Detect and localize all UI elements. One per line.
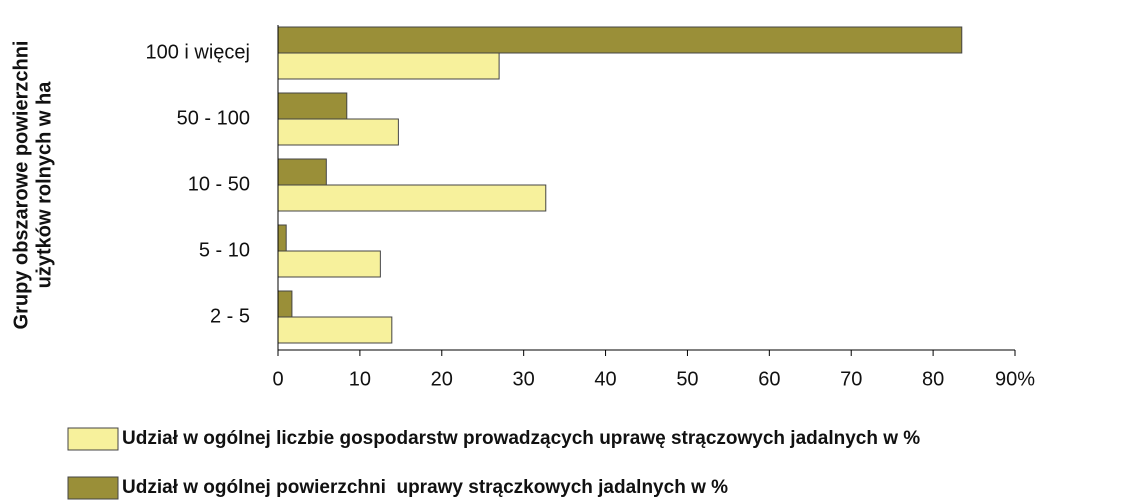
x-tick-label: 40 xyxy=(594,368,616,390)
x-tick-label: 90% xyxy=(995,368,1035,390)
y-tick-label: 50 - 100 xyxy=(177,107,250,129)
bar xyxy=(277,250,381,278)
y-tick-label: 10 - 50 xyxy=(188,173,250,195)
bar xyxy=(277,52,500,80)
x-tick-label: 10 xyxy=(349,368,371,390)
y-axis-label: Grupy obszarowe powierzchni xyxy=(10,41,32,330)
bar xyxy=(277,224,287,252)
x-tick-label: 50 xyxy=(676,368,698,390)
x-tick-label: 0 xyxy=(272,368,283,390)
legend-swatch xyxy=(67,476,119,500)
bar xyxy=(277,118,399,146)
legend-label: Udział w ogólnej powierzchni uprawy strą… xyxy=(122,477,728,498)
bar xyxy=(277,26,963,54)
y-axis-label: użytków rolnych w ha xyxy=(33,81,55,289)
legend-swatch xyxy=(67,427,119,451)
bar xyxy=(277,316,393,344)
bar xyxy=(277,158,327,186)
y-tick-label: 2 - 5 xyxy=(210,305,250,327)
x-tick-label: 70 xyxy=(840,368,862,390)
y-tick-label: 100 i więcej xyxy=(145,41,250,63)
bar xyxy=(277,184,547,212)
bar xyxy=(277,290,293,318)
bar xyxy=(277,92,348,120)
x-tick-label: 80 xyxy=(922,368,944,390)
legend-label: Udział w ogólnej liczbie gospodarstw pro… xyxy=(122,428,920,449)
x-tick-label: 20 xyxy=(431,368,453,390)
x-tick-label: 30 xyxy=(513,368,535,390)
y-tick-label: 5 - 10 xyxy=(199,239,250,261)
x-tick-label: 60 xyxy=(758,368,780,390)
